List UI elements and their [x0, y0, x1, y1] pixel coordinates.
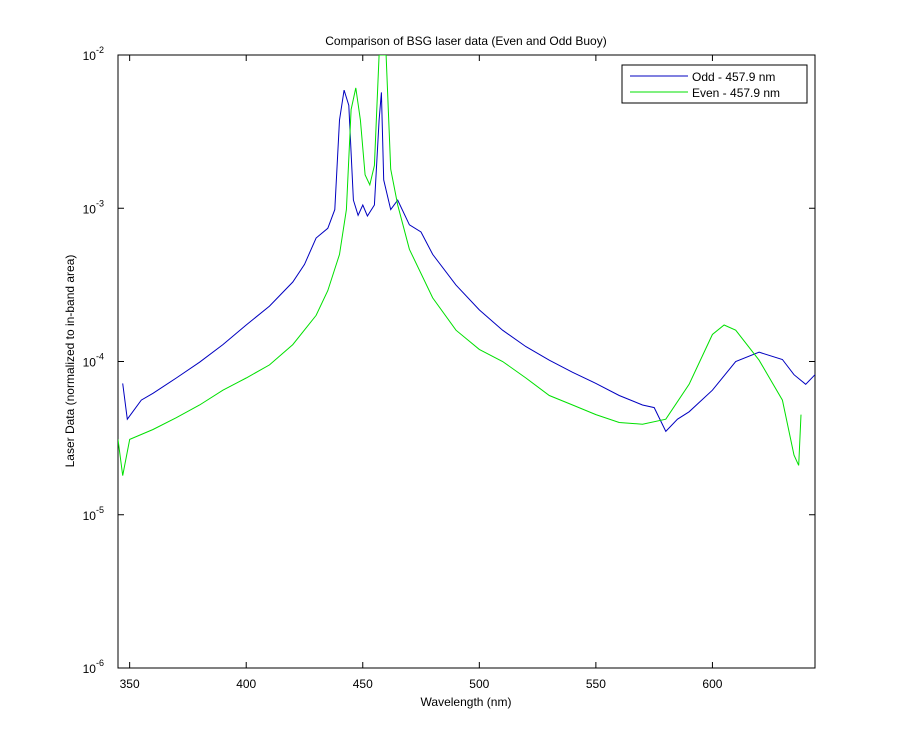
x-tick-label: 500	[469, 677, 489, 691]
x-tick-label: 600	[702, 677, 722, 691]
legend-label: Odd - 457.9 nm	[692, 70, 775, 84]
x-tick-label: 450	[353, 677, 373, 691]
lines	[118, 55, 815, 476]
data-line	[122, 89, 815, 433]
y-axis-label: Laser Data (normalized to in-band area)	[63, 255, 77, 468]
legend-box	[621, 64, 808, 104]
x-tick-label: 350	[120, 677, 140, 691]
legend-label: Even - 457.9 nm	[692, 86, 780, 100]
x-tick-label: 550	[586, 677, 606, 691]
data-line	[118, 55, 802, 476]
plot-area	[117, 54, 816, 669]
x-axis-label: Wavelength (nm)	[421, 695, 512, 709]
x-tick-label: 400	[236, 677, 256, 691]
chart-title: Comparison of BSG laser data (Even and O…	[325, 34, 606, 48]
